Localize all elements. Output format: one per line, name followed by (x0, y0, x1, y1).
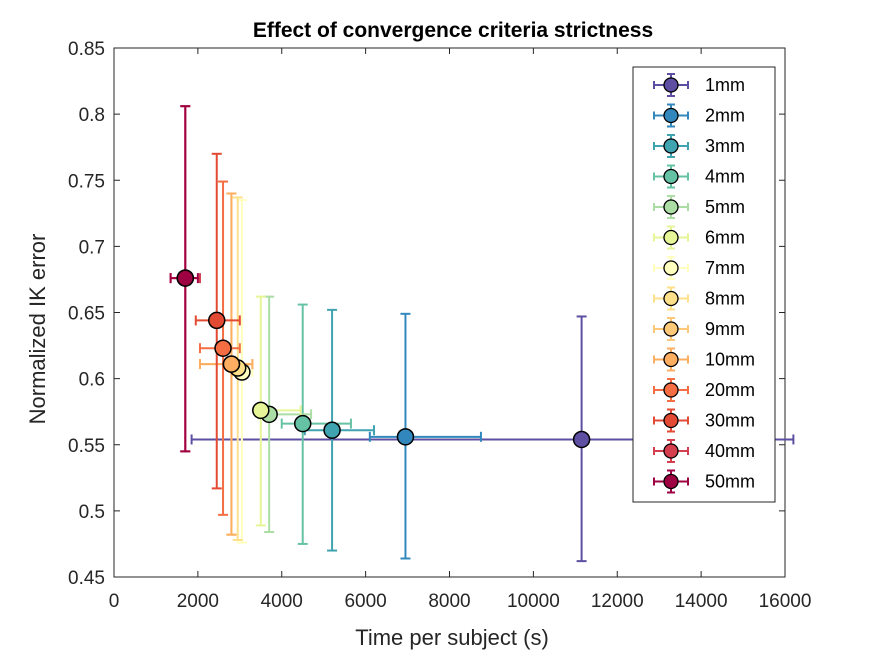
x-tick-label: 10000 (507, 591, 560, 612)
legend-marker (663, 107, 679, 124)
y-tick-label: 0.8 (79, 105, 105, 126)
legend-marker (663, 260, 679, 276)
x-tick-label: 16000 (759, 591, 812, 612)
legend-item: 50mm (653, 469, 755, 494)
x-tick-label: 14000 (675, 591, 728, 612)
x-tick-label: 8000 (428, 591, 470, 612)
y-tick-label: 0.45 (68, 568, 105, 589)
data-point-30mm (207, 311, 226, 330)
y-axis-label: Normalized IK error (25, 234, 50, 425)
x-tick-label: 12000 (591, 591, 644, 612)
y-tick-label: 0.6 (79, 370, 105, 391)
data-point-10mm (222, 355, 241, 373)
legend-label: 40mm (705, 441, 755, 461)
x-axis: 0 2000 4000 6000 8000 10000 12000 14000 16000 (109, 48, 812, 612)
legend-item: 3mm (653, 134, 745, 158)
legend-item: 4mm (653, 164, 745, 189)
data-point-4mm (293, 414, 312, 433)
legend-label: 7mm (705, 258, 745, 278)
legend-marker (663, 168, 679, 185)
y-tick-label: 0.75 (68, 171, 105, 192)
legend-box (632, 66, 776, 503)
legend-item: 7mm (653, 256, 745, 280)
legend-label: 3mm (705, 136, 745, 156)
legend-marker (663, 473, 679, 490)
legend-item: 9mm (653, 317, 745, 341)
legend-item: 1mm (653, 73, 745, 97)
legend-item: 40mm (653, 439, 755, 463)
legend-label: 50mm (705, 472, 755, 492)
chart-title: Effect of convergence criteria strictnes… (253, 19, 653, 42)
legend-marker (663, 77, 679, 93)
legend-marker (663, 229, 679, 246)
legend-label: 8mm (705, 289, 745, 309)
legend-marker (663, 382, 679, 398)
legend-marker (663, 351, 679, 368)
legend-item: 10mm (653, 347, 755, 372)
legend-label: 30mm (705, 411, 755, 431)
y-tick-label: 0.65 (68, 304, 105, 325)
legend-marker (663, 199, 679, 215)
legend-item: 5mm (653, 195, 745, 219)
y-tick-label: 0.55 (68, 436, 105, 457)
x-tick-label: 0 (109, 591, 120, 612)
y-axis: 0.45 0.5 0.55 0.6 0.65 0.7 0.75 0.8 0.85 (68, 39, 785, 589)
legend-item: 8mm (653, 286, 745, 311)
legend-marker (663, 443, 679, 459)
data-point-1mm (572, 430, 591, 449)
legend-item: 20mm (653, 378, 755, 402)
data-point-6mm (252, 401, 270, 420)
x-tick-label: 4000 (261, 591, 303, 612)
x-axis-label: Time per subject (s) (355, 625, 549, 650)
legend-marker (663, 138, 679, 154)
legend-label: 4mm (705, 167, 745, 187)
legend-label: 1mm (705, 75, 745, 95)
legend-label: 10mm (705, 350, 755, 370)
x-tick-label: 2000 (177, 591, 219, 612)
legend-label: 6mm (705, 228, 745, 248)
y-tick-label: 0.5 (79, 502, 105, 523)
y-tick-label: 0.7 (79, 237, 105, 258)
legend-marker (663, 290, 679, 307)
legend-label: 2mm (705, 106, 745, 126)
legend: 1mm 2mm 3mm 4mm 5mm 6mm 7mm 8mm 9mm 10mm 20mm 30mm 4… (632, 66, 776, 503)
legend-label: 5mm (705, 197, 745, 217)
data-point-2mm (396, 428, 415, 446)
legend-item: 6mm (653, 225, 745, 250)
data-point-3mm (323, 421, 341, 439)
data-point-50mm (176, 269, 195, 287)
legend-label: 9mm (705, 319, 745, 339)
legend-label: 20mm (705, 380, 755, 400)
legend-marker (663, 412, 679, 429)
legend-marker (663, 321, 679, 337)
legend-item: 30mm (653, 408, 755, 433)
legend-item: 2mm (653, 103, 745, 128)
y-tick-label: 0.85 (68, 39, 105, 60)
x-tick-label: 6000 (344, 591, 386, 612)
data-point-20mm (214, 339, 232, 357)
